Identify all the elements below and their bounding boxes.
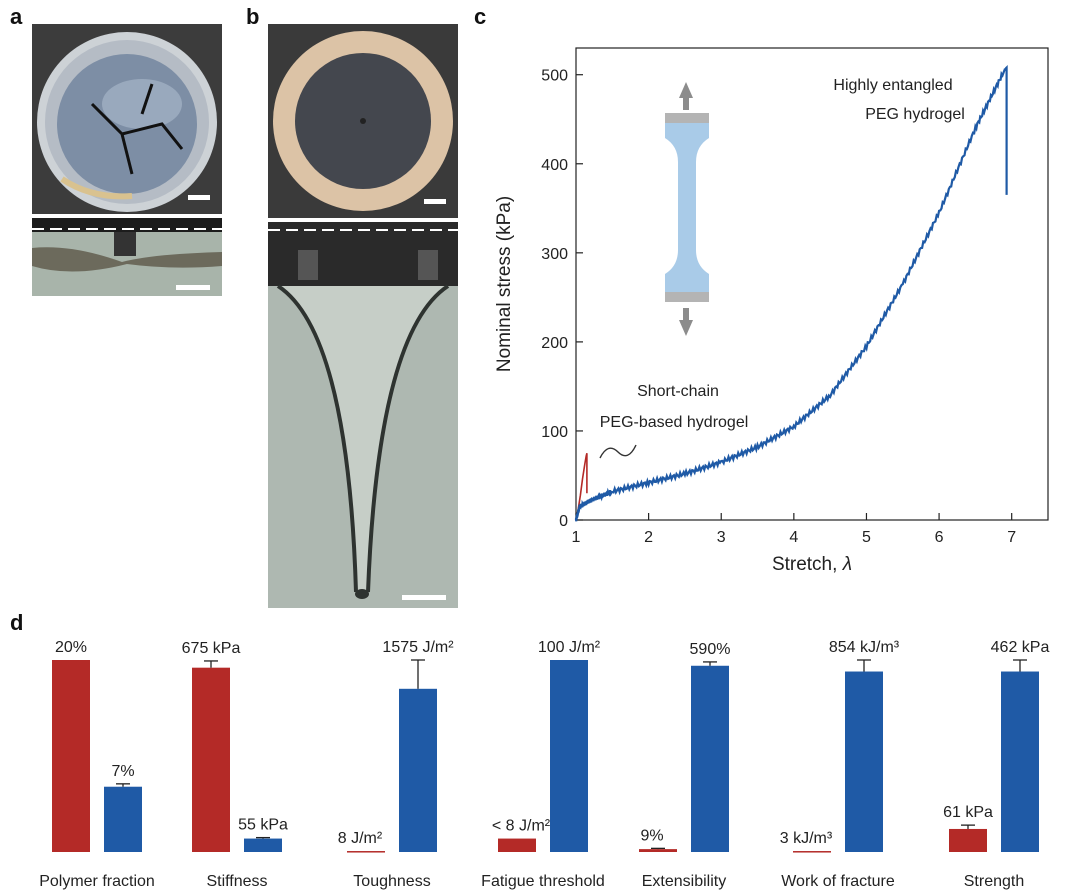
bar-blue-3 <box>550 660 588 852</box>
bar-label-blue-1: 55 kPa <box>238 817 288 834</box>
bar-blue-4 <box>691 665 729 852</box>
bar-label-red-6: 61 kPa <box>943 804 993 821</box>
panel-label-c: c <box>474 4 487 29</box>
category-label: Polymer fraction <box>39 873 155 890</box>
bar-label-red-2: 8 J/m² <box>338 830 383 847</box>
x-tick-label: 4 <box>789 529 798 546</box>
bar-blue-0 <box>104 786 142 852</box>
needle-deformation-image <box>268 222 458 599</box>
tensile-specimen-schematic <box>665 82 709 336</box>
y-axis-label: Nominal stress (kPa) <box>494 196 515 372</box>
y-tick-label: 0 <box>559 513 568 530</box>
x-tick-label: 6 <box>935 529 944 546</box>
bar-red-3 <box>498 838 536 852</box>
bar-red-6 <box>949 828 987 852</box>
x-tick-label: 7 <box>1007 529 1016 546</box>
bar-label-red-5: 3 kJ/m³ <box>780 830 833 847</box>
photo-needle-deformation <box>268 222 458 608</box>
bar-blue-1 <box>244 838 282 852</box>
scale-bar <box>424 199 446 204</box>
x-axis-label: Stretch, λ <box>772 554 852 575</box>
bar-red-5 <box>793 851 831 853</box>
bar-label-blue-6: 462 kPa <box>991 639 1050 656</box>
category-label: Work of fracture <box>781 873 895 890</box>
bar-blue-6 <box>1001 671 1039 852</box>
photo-intact-hydrogel <box>268 24 458 218</box>
bar-label-blue-5: 854 kJ/m³ <box>829 639 900 656</box>
y-tick-label: 400 <box>541 157 568 174</box>
category-label: Fatigue threshold <box>481 873 605 890</box>
photo-fractured-side-view <box>32 218 222 296</box>
bar-label-red-0: 20% <box>55 639 87 656</box>
annotation-shortchain-line1: Short-chain <box>637 383 719 400</box>
y-tick-label: 200 <box>541 335 568 352</box>
category-label: Toughness <box>353 873 430 890</box>
photo-fractured-hydrogel <box>32 24 222 214</box>
category-label: Strength <box>964 873 1024 890</box>
bar-label-blue-4: 590% <box>690 641 731 658</box>
fractured-side-view-image <box>32 218 222 272</box>
bar-red-1 <box>192 667 230 852</box>
x-tick-label: 3 <box>717 529 726 546</box>
bar-label-blue-3: 100 J/m² <box>538 639 601 656</box>
property-comparison-bar-chart: 20% 7% Polymer fraction 675 kPa 55 kPa Stiffn… <box>39 639 1050 890</box>
stress-stretch-chart: 1 2 3 4 5 6 7 0 100 200 300 400 500 Stretch, λ Nominal… <box>494 47 1049 575</box>
annotation-entangled-line1: Highly entangled <box>833 77 952 94</box>
fractured-hydrogel-image <box>37 32 217 212</box>
category-label: Stiffness <box>206 873 267 890</box>
x-tick-label: 5 <box>862 529 871 546</box>
bar-red-2 <box>347 851 385 853</box>
bar-red-0 <box>52 660 90 852</box>
panel-label-d: d <box>10 610 24 635</box>
scale-bar <box>402 595 446 600</box>
scale-bar <box>176 285 210 290</box>
bar-blue-5 <box>845 671 883 852</box>
annotation-leader-line <box>599 444 637 459</box>
intact-hydrogel-image <box>273 31 453 211</box>
scale-bar <box>188 195 210 200</box>
y-tick-label: 300 <box>541 246 568 263</box>
bar-label-red-3: < 8 J/m² <box>492 818 551 835</box>
category-label: Extensibility <box>642 873 726 890</box>
x-tick-label: 2 <box>644 529 653 546</box>
bar-red-4 <box>639 849 677 852</box>
annotation-entangled-line2: PEG hydrogel <box>865 106 965 123</box>
panel-label-b: b <box>246 4 260 29</box>
y-tick-label: 500 <box>541 68 568 85</box>
y-tick-label: 100 <box>541 424 568 441</box>
series-entangled-line <box>574 64 1008 522</box>
bar-label-red-4: 9% <box>640 827 663 844</box>
panel-label-a: a <box>10 4 23 29</box>
plot-frame <box>575 47 1049 521</box>
bar-label-blue-2: 1575 J/m² <box>382 639 454 656</box>
bar-label-blue-0: 7% <box>111 763 134 780</box>
annotation-shortchain-line2: PEG-based hydrogel <box>600 414 749 431</box>
bar-label-red-1: 675 kPa <box>182 640 241 657</box>
x-tick-label: 1 <box>572 529 581 546</box>
bar-blue-2 <box>399 688 437 852</box>
